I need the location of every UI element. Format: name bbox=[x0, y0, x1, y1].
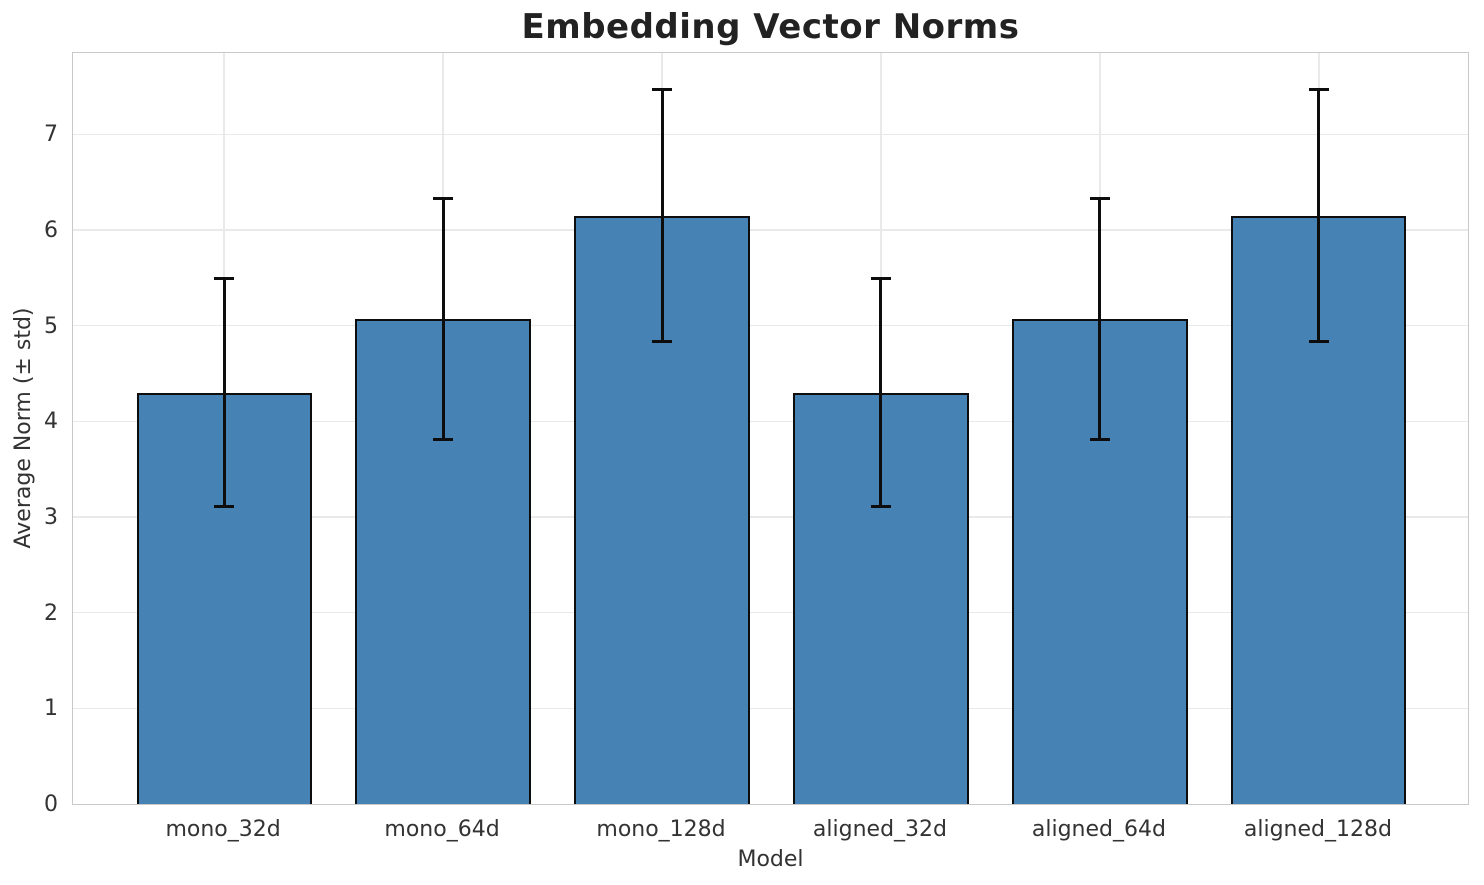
errorbar-cap-top-aligned_128d bbox=[1308, 87, 1329, 91]
gridline-y-7 bbox=[73, 133, 1468, 135]
y-tick-label-0: 0 bbox=[44, 792, 58, 817]
errorbar-cap-bottom-aligned_64d bbox=[1089, 437, 1110, 441]
errorbar-mono_32d bbox=[222, 278, 226, 507]
errorbar-aligned_32d bbox=[879, 278, 883, 507]
plot-area bbox=[72, 52, 1469, 805]
errorbar-cap-top-mono_64d bbox=[433, 196, 454, 200]
y-tick-label-5: 5 bbox=[44, 313, 58, 339]
y-tick-label-2: 2 bbox=[44, 600, 58, 626]
gridline-y-3 bbox=[73, 516, 1468, 518]
gridline-y-4 bbox=[73, 420, 1468, 423]
y-tick-label-1: 1 bbox=[44, 696, 58, 722]
y-tick-label-6: 6 bbox=[44, 217, 58, 243]
errorbar-aligned_64d bbox=[1098, 198, 1102, 440]
x-axis-label: Model bbox=[737, 847, 804, 872]
errorbar-cap-top-aligned_32d bbox=[870, 277, 891, 281]
errorbar-cap-top-mono_128d bbox=[652, 87, 673, 91]
gridline-y-2 bbox=[73, 611, 1468, 614]
errorbar-aligned_128d bbox=[1317, 89, 1321, 342]
errorbar-cap-bottom-mono_64d bbox=[433, 437, 454, 441]
y-tick-label-7: 7 bbox=[44, 122, 58, 148]
errorbar-mono_64d bbox=[441, 198, 445, 440]
errorbar-cap-bottom-mono_32d bbox=[214, 504, 235, 508]
x-tick-label-aligned_128d: aligned_128d bbox=[1243, 817, 1392, 842]
x-tick-label-aligned_32d: aligned_32d bbox=[812, 817, 947, 842]
x-tick-label-mono_64d: mono_64d bbox=[384, 817, 500, 842]
errorbar-cap-bottom-aligned_32d bbox=[870, 504, 891, 508]
x-tick-label-mono_32d: mono_32d bbox=[165, 817, 281, 842]
errorbar-cap-bottom-aligned_128d bbox=[1308, 340, 1329, 344]
chart-title: Embedding Vector Norms bbox=[521, 7, 1020, 47]
x-tick-label-aligned_64d: aligned_64d bbox=[1031, 817, 1166, 842]
errorbar-mono_128d bbox=[660, 89, 664, 342]
gridline-y-5 bbox=[73, 324, 1468, 327]
y-tick-label-3: 3 bbox=[44, 504, 58, 530]
errorbar-cap-top-mono_32d bbox=[214, 277, 235, 281]
errorbar-cap-bottom-mono_128d bbox=[652, 340, 673, 344]
gridline-y-6 bbox=[73, 229, 1468, 231]
x-tick-label-mono_128d: mono_128d bbox=[596, 817, 726, 842]
gridline-y-1 bbox=[73, 707, 1468, 710]
y-tick-label-4: 4 bbox=[44, 409, 58, 435]
errorbar-cap-top-aligned_64d bbox=[1089, 196, 1110, 200]
